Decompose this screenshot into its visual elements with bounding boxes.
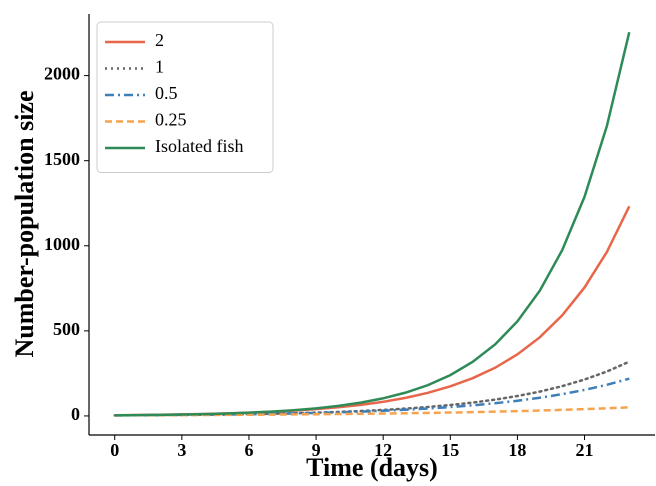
x-tick-label: 9 xyxy=(312,440,321,460)
y-tick-label: 0 xyxy=(71,404,80,424)
y-axis-label: Number-population size xyxy=(10,91,39,358)
y-tick-label: 1500 xyxy=(44,149,80,169)
x-tick-label: 3 xyxy=(177,440,186,460)
x-tick-label: 6 xyxy=(244,440,253,460)
x-tick-label: 18 xyxy=(508,440,526,460)
legend-box xyxy=(96,21,274,173)
x-axis-label: Time (days) xyxy=(306,453,438,482)
y-tick-label: 500 xyxy=(53,319,80,339)
series-line xyxy=(114,205,631,417)
legend-label: 2 xyxy=(155,30,164,50)
x-tick-label: 0 xyxy=(110,440,119,460)
x-tick-label: 15 xyxy=(441,440,459,460)
legend-label: 0.25 xyxy=(155,110,187,130)
series-line xyxy=(113,360,631,417)
x-tick-label: 21 xyxy=(576,440,594,460)
y-tick-label: 1000 xyxy=(44,234,80,254)
legend-label: Isolated fish xyxy=(155,136,243,156)
legend-label: 1 xyxy=(155,57,164,77)
series-line xyxy=(114,31,631,417)
x-tick-label: 12 xyxy=(374,440,392,460)
legend-label: 0.5 xyxy=(155,83,178,103)
y-tick-label: 2000 xyxy=(44,64,80,84)
series-line xyxy=(114,406,630,417)
